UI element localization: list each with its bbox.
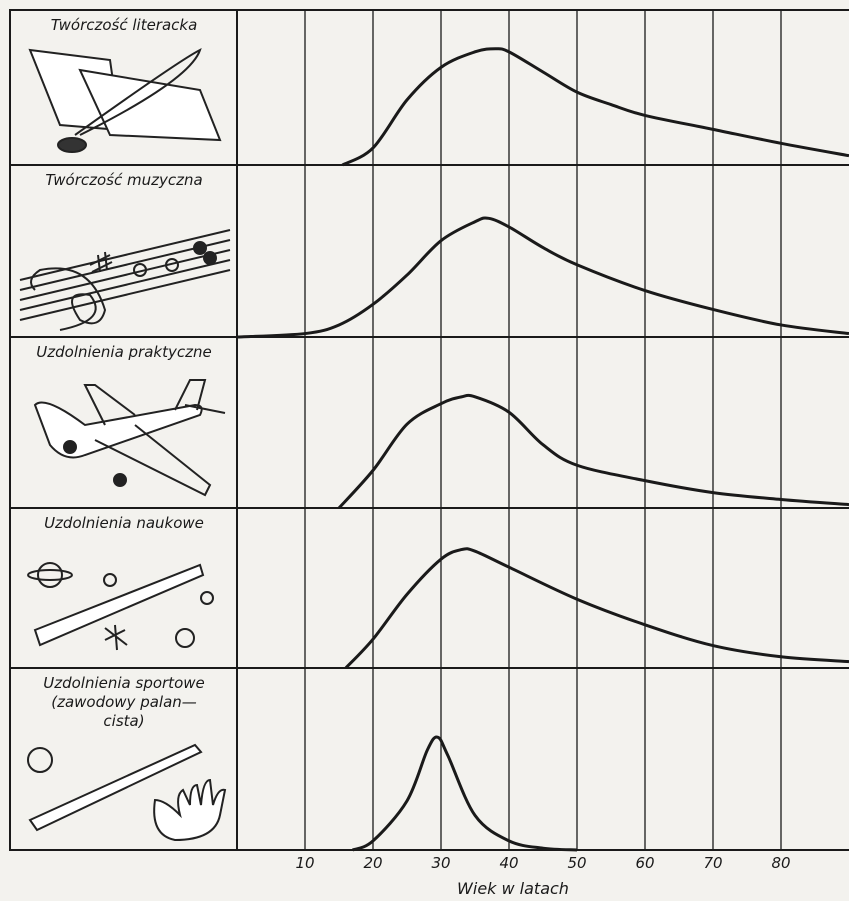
curve (237, 218, 849, 337)
x-tick-label: 80 (771, 854, 790, 872)
panel-label: Uzdolnienia naukowe (14, 514, 234, 533)
panel-label: Uzdolnienia sportowe (zawodowy palan— ci… (14, 674, 234, 731)
curve (346, 549, 849, 668)
x-tick-label: 50 (567, 854, 586, 872)
x-tick-label: 30 (431, 854, 450, 872)
icon-quill (30, 50, 220, 152)
panel-label: Twórczość literacka (14, 16, 234, 35)
panel-label: Twórczość muzyczna (14, 171, 234, 190)
x-axis-label: Wiek w latach (457, 879, 569, 898)
x-tick-label: 20 (363, 854, 382, 872)
icon-bat (28, 745, 225, 840)
page: 10 20 30 40 50 60 70 80 Wiek w latach Twórczość … (0, 0, 849, 901)
x-tick-label: 40 (499, 854, 518, 872)
chart: 10 20 30 40 50 60 70 80 Wiek w latach (0, 0, 849, 901)
x-tick-label: 70 (703, 854, 722, 872)
x-tick-label: 60 (635, 854, 654, 872)
icon-telescope (28, 563, 213, 650)
x-tick-label: 10 (295, 854, 314, 872)
icon-plane (35, 380, 225, 495)
icon-music (20, 230, 230, 330)
curve (353, 737, 577, 850)
curve (339, 395, 849, 508)
curve (342, 49, 849, 165)
panel-label: Uzdolnienia praktyczne (14, 343, 234, 362)
